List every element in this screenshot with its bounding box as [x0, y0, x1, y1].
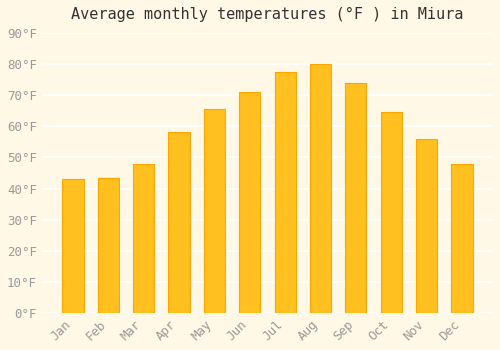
Bar: [204, 109, 225, 313]
Bar: [274, 72, 295, 313]
Bar: [452, 164, 472, 313]
Bar: [239, 92, 260, 313]
Bar: [310, 64, 331, 313]
Title: Average monthly temperatures (°F ) in Miura: Average monthly temperatures (°F ) in Mi…: [71, 7, 464, 22]
Bar: [62, 179, 84, 313]
Bar: [98, 178, 119, 313]
Bar: [168, 133, 190, 313]
Bar: [345, 83, 366, 313]
Bar: [133, 164, 154, 313]
Bar: [416, 139, 437, 313]
Bar: [380, 112, 402, 313]
